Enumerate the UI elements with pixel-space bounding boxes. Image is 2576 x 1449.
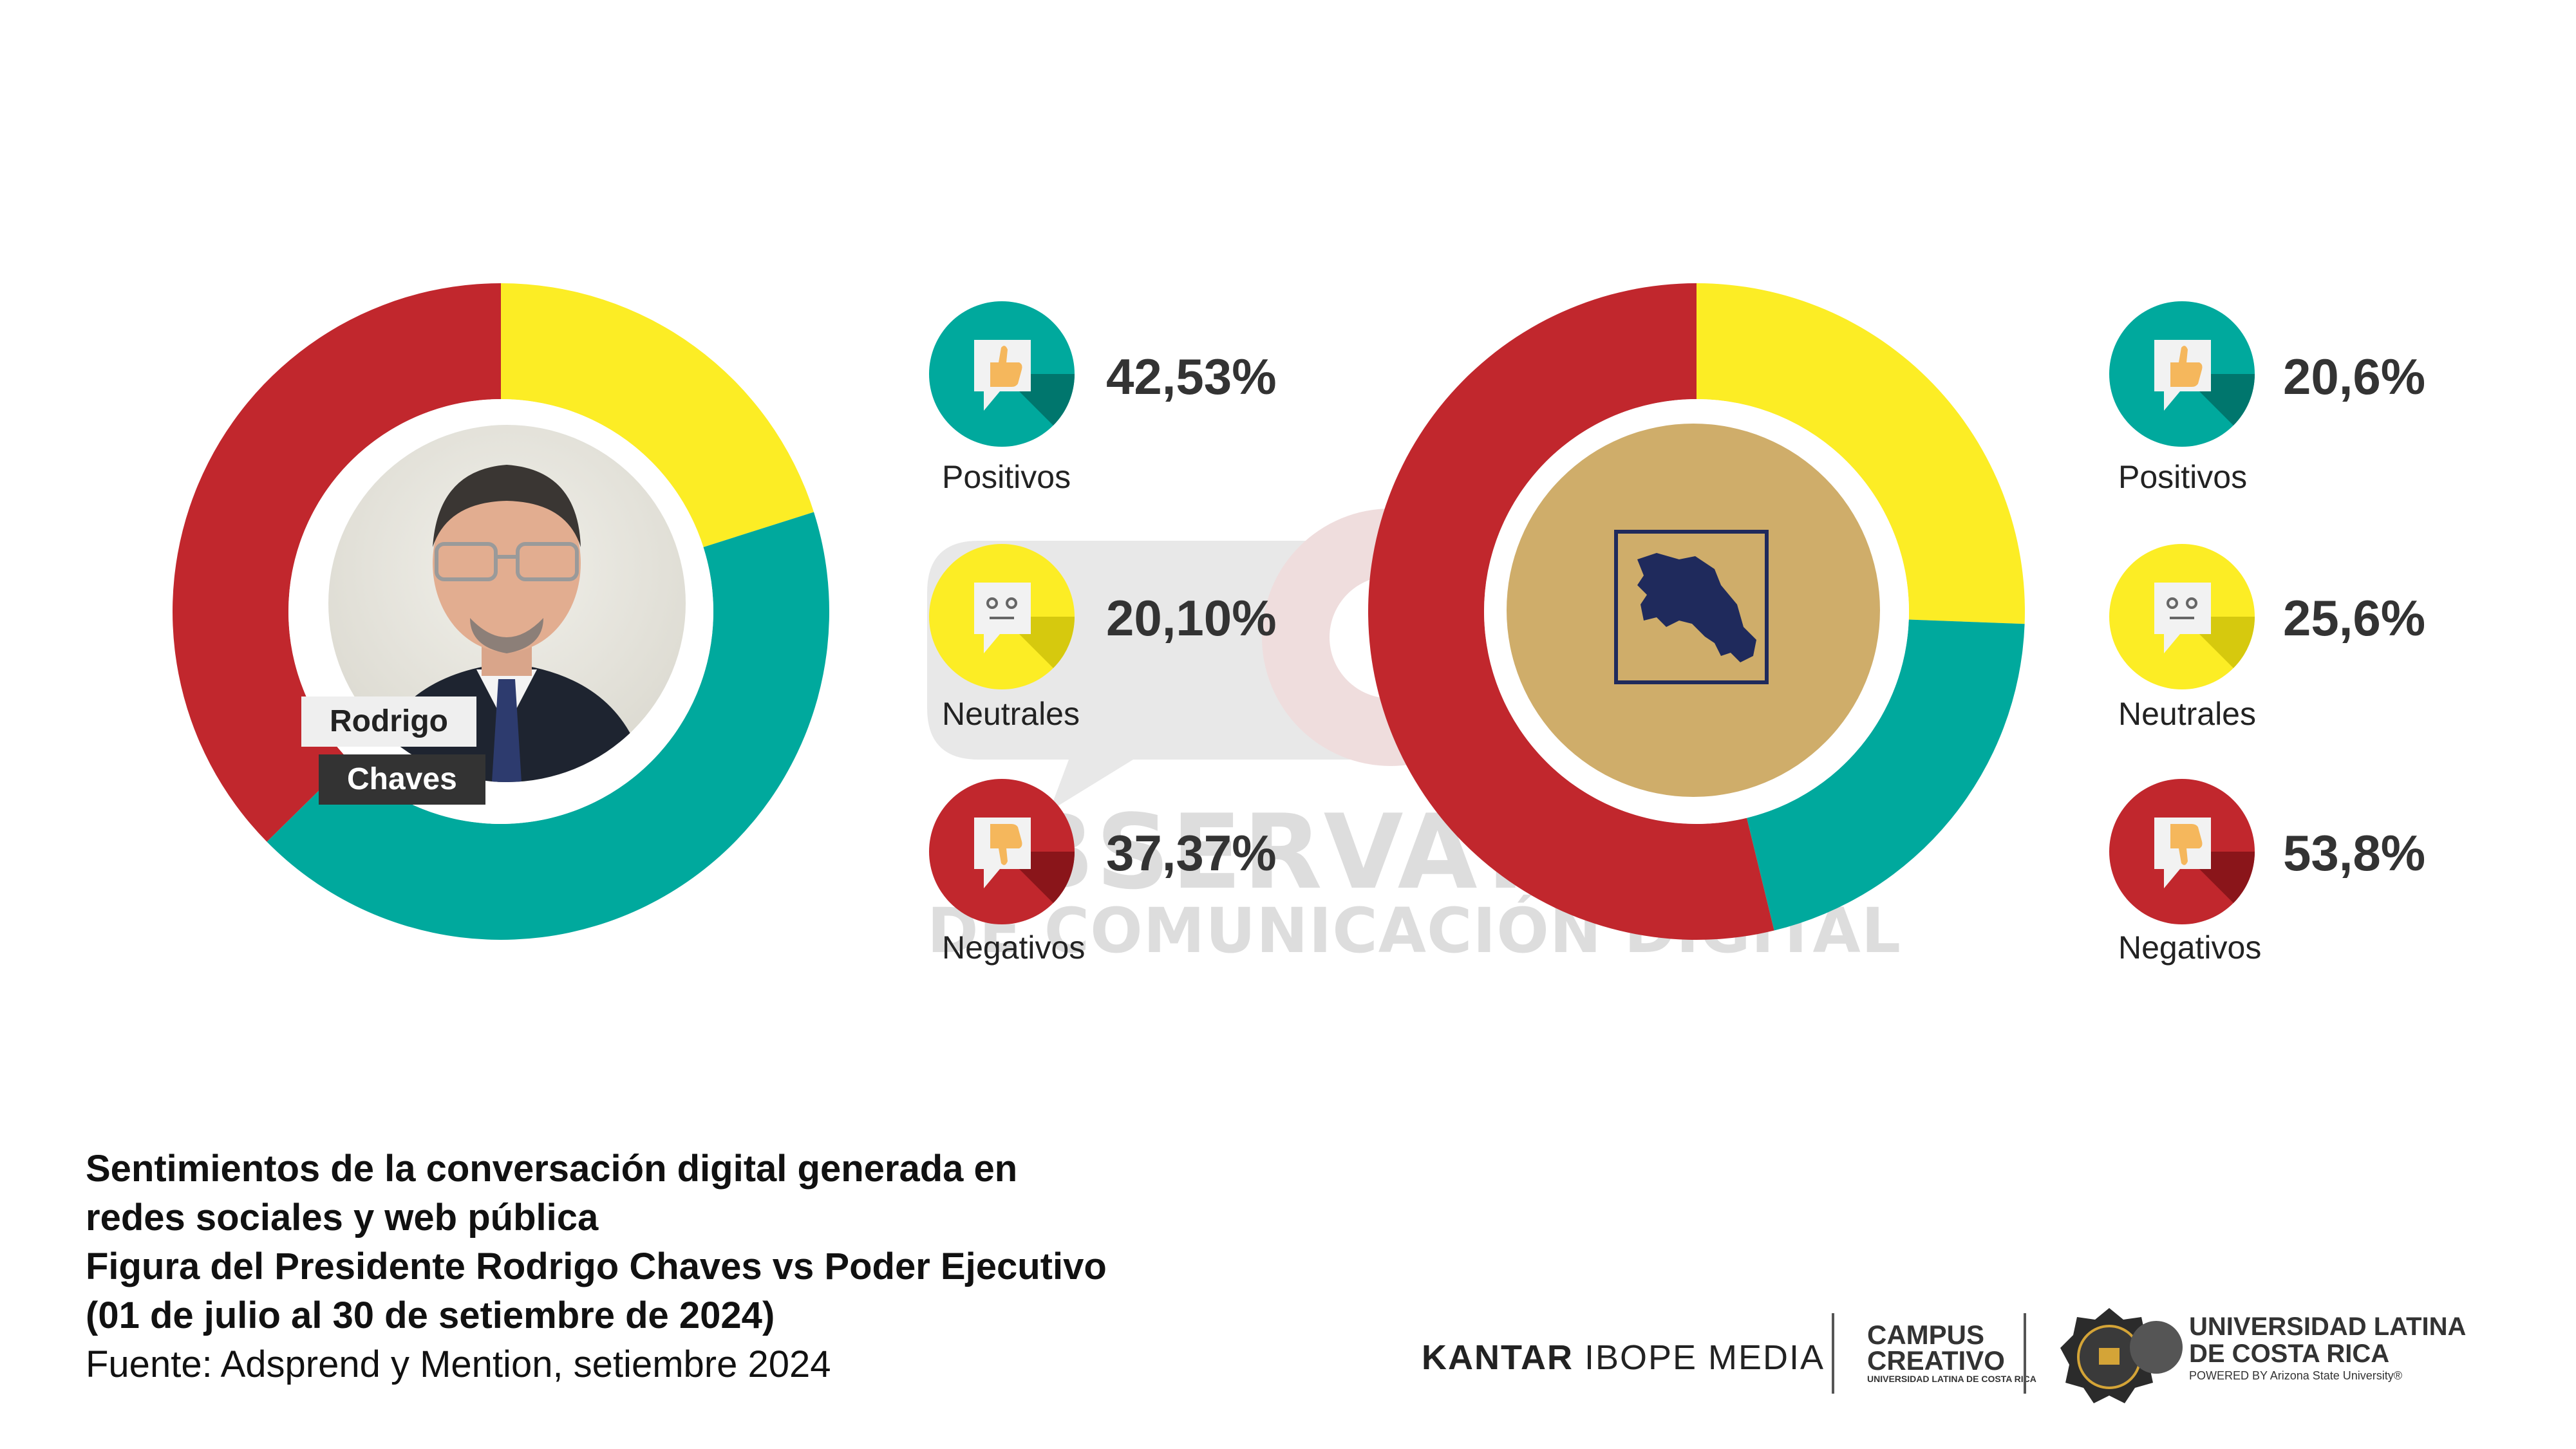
name-tag-first: Rodrigo	[301, 696, 476, 747]
campus-creativo-logo: CAMPUS CREATIVO UNIVERSIDAD LATINA DE CO…	[1867, 1320, 2036, 1385]
person-portrait-icon	[367, 465, 647, 782]
thumbs-down-icon	[974, 818, 1075, 924]
qs-rating-badge	[2058, 1305, 2161, 1408]
caption-line-2: redes sociales y web pública	[86, 1197, 599, 1239]
person-photo	[328, 425, 686, 782]
pct-negative-1: 37,37%	[1106, 825, 1277, 881]
pct-negative-2: 53,8%	[2283, 825, 2426, 881]
label-neutral-2: Neutrales	[2118, 696, 2256, 732]
kantar-logo-bold: KANTAR	[1422, 1338, 1574, 1377]
pct-positive-2: 20,6%	[2283, 348, 2426, 405]
caption-line-3: Figura del Presidente Rodrigo Chaves vs …	[86, 1246, 1107, 1287]
thumbs-up-icon	[974, 340, 1075, 447]
logo-divider-2	[2024, 1313, 2026, 1394]
thumbs-down-icon	[2154, 818, 2255, 924]
caption-source: Fuente: Adsprend y Mention, setiembre 20…	[86, 1343, 831, 1385]
label-negative-2: Negativos	[2118, 930, 2262, 966]
campus-logo-line-1: CAMPUS	[1867, 1320, 1985, 1350]
kantar-ibope-media-logo: KANTAR IBOPE MEDIA	[1422, 1338, 1825, 1378]
globe-icon	[2130, 1321, 2183, 1374]
caption-line-1: Sentimientos de la conversación digital …	[86, 1148, 1018, 1190]
label-positive-1: Positivos	[942, 459, 1071, 495]
campus-logo-line-2: CREATIVO	[1867, 1345, 2005, 1376]
poder-ejecutivo-emblem	[1507, 424, 1880, 797]
chart-caption: Sentimientos de la conversación digital …	[86, 1145, 1309, 1389]
negative-sentiment-icon	[2109, 779, 2255, 924]
donut-1-slice-negativos	[173, 283, 501, 842]
neutral-sentiment-icon	[929, 544, 1075, 689]
qs-badge-icon	[2060, 1308, 2158, 1403]
campus-logo-sub: UNIVERSIDAD LATINA DE COSTA RICA	[1867, 1374, 2036, 1384]
donut-1-slice-neutrales	[501, 283, 814, 547]
ulatina-logo-line-2: DE COSTA RICA	[2189, 1340, 2390, 1368]
universidad-latina-logo: UNIVERSIDAD LATINA DE COSTA RICA POWERED…	[2130, 1313, 2467, 1384]
positive-sentiment-icon	[2109, 301, 2255, 447]
ulatina-logo-sub: POWERED BY Arizona State University®	[2189, 1369, 2403, 1382]
kantar-logo-rest: IBOPE MEDIA	[1573, 1338, 1825, 1377]
label-neutral-1: Neutrales	[942, 696, 1080, 732]
pct-neutral-2: 25,6%	[2283, 590, 2426, 646]
neutral-sentiment-icon	[2109, 544, 2255, 689]
thumbs-up-icon	[2154, 340, 2255, 447]
name-tag-last: Chaves	[319, 754, 485, 805]
label-negative-1: Negativos	[942, 930, 1086, 966]
positive-sentiment-icon	[929, 301, 1075, 447]
neutral-face-icon	[974, 583, 1075, 689]
donut-2-slice-positivos	[1747, 619, 2025, 931]
negative-sentiment-icon	[929, 779, 1075, 924]
pct-positive-1: 42,53%	[1106, 348, 1277, 405]
donut-2-slice-negativos	[1368, 283, 1774, 940]
caption-line-4: (01 de julio al 30 de setiembre de 2024)	[86, 1295, 775, 1336]
logo-divider-1	[1832, 1313, 1834, 1394]
costa-rica-map-frame	[1614, 530, 1769, 684]
ulatina-logo-line-1: UNIVERSIDAD LATINA	[2189, 1313, 2467, 1341]
pct-neutral-1: 20,10%	[1106, 590, 1277, 646]
donut-1-slice-positivos	[267, 512, 829, 940]
neutral-face-icon	[2154, 583, 2255, 689]
label-positive-2: Positivos	[2118, 459, 2248, 495]
donut-2-slice-neutrales	[1697, 283, 2025, 624]
costa-rica-map-icon	[1637, 553, 1756, 662]
